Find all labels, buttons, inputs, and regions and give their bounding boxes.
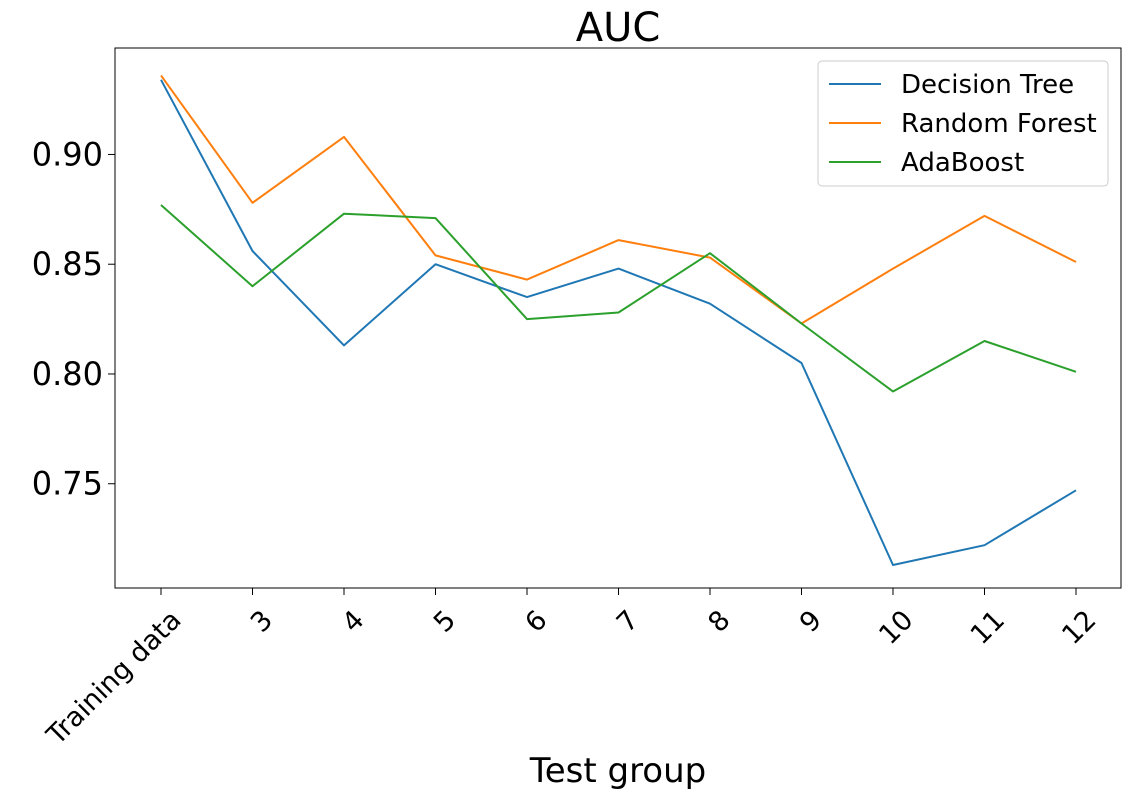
x-tick-label: 5 [428, 605, 462, 639]
x-axis-ticks: Training data 3 4 5 6 7 8 9 10 11 12 [40, 588, 1103, 752]
series-line-decision-tree [160, 79, 1077, 566]
plot-area-frame [114, 47, 1122, 589]
x-tick-label: 6 [519, 605, 553, 639]
y-tick-label: 0.85 [32, 245, 103, 283]
x-tick-label: 10 [873, 605, 919, 651]
legend-label: Random Forest [901, 109, 1097, 139]
y-tick-label: 0.75 [32, 465, 103, 503]
series-lines [160, 74, 1077, 566]
legend-label: Decision Tree [901, 70, 1074, 100]
legend-box [817, 60, 1109, 187]
y-axis-ticks: 0.75 0.80 0.85 0.90 [32, 135, 115, 503]
x-tick-label: 12 [1056, 605, 1102, 651]
x-tick-label: 4 [336, 605, 370, 639]
chart-title: AUC [576, 5, 661, 51]
y-tick-label: 0.90 [32, 135, 103, 173]
x-tick-label: 3 [245, 605, 279, 639]
x-axis-title: Test group [529, 751, 707, 791]
x-tick-label: 8 [702, 605, 736, 639]
x-tick-label: Training data [40, 605, 187, 752]
series-line-random-forest [160, 74, 1077, 325]
y-tick-label: 0.80 [32, 355, 103, 393]
legend: Decision Tree Random Forest AdaBoost [817, 60, 1109, 187]
x-tick-label: 9 [794, 605, 828, 639]
series-line-adaboost [160, 204, 1077, 393]
legend-label: AdaBoost [901, 148, 1024, 178]
x-tick-label: 7 [611, 605, 645, 639]
x-tick-label: 11 [965, 605, 1011, 651]
